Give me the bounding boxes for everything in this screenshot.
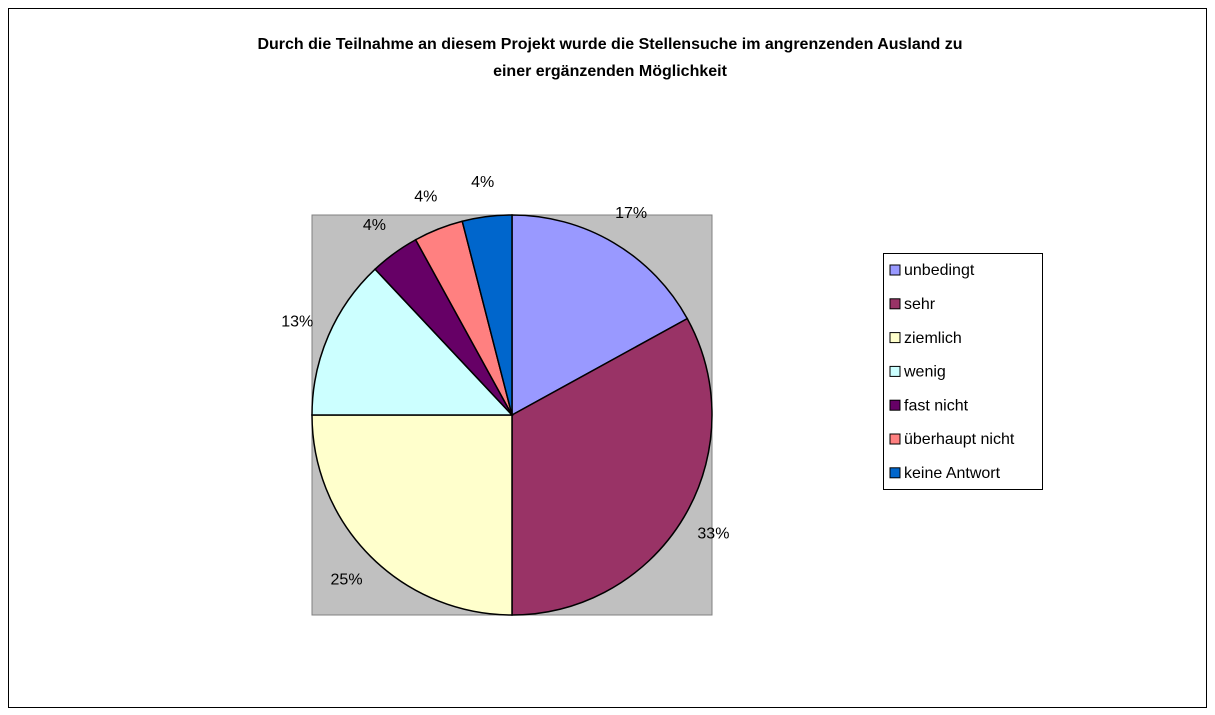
- data-label: 13%: [281, 313, 313, 330]
- legend-label: wenig: [903, 364, 946, 381]
- legend-swatch: [889, 399, 901, 411]
- data-label: 4%: [363, 217, 386, 234]
- chart-title: Durch die Teilnahme an diesem Projekt wu…: [257, 36, 962, 53]
- pie-slice: [511, 214, 689, 417]
- pie-slice: [311, 268, 514, 416]
- legend-box: [883, 253, 1043, 490]
- pie-slice: [311, 414, 513, 616]
- legend-label: unbedingt: [904, 262, 975, 279]
- legend-label: keine Antwort: [904, 465, 1001, 482]
- legend-swatch: [889, 298, 901, 310]
- data-label: 25%: [331, 572, 363, 589]
- legend-label: fast nicht: [904, 397, 969, 414]
- legend-swatch: [889, 264, 901, 276]
- legend-swatch: [889, 433, 901, 445]
- legend-swatch: [889, 332, 901, 344]
- legend-swatch: [889, 365, 901, 377]
- legend-label: sehr: [904, 296, 936, 313]
- legend-label: überhaupt nicht: [904, 431, 1015, 448]
- pie-slice: [511, 317, 713, 616]
- data-label: 33%: [697, 525, 729, 542]
- pie-slice: [461, 214, 513, 416]
- legend-swatch: [889, 467, 901, 479]
- data-label: 4%: [471, 174, 494, 191]
- data-label: 4%: [414, 189, 437, 206]
- legend-label: ziemlich: [904, 330, 962, 347]
- data-label: 17%: [615, 205, 647, 222]
- chart-title: einer ergänzenden Möglichkeit: [493, 63, 728, 80]
